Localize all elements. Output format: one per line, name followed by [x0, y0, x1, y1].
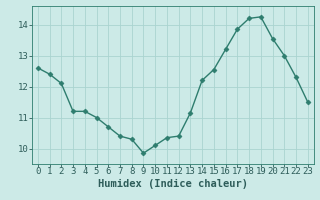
X-axis label: Humidex (Indice chaleur): Humidex (Indice chaleur) — [98, 179, 248, 189]
